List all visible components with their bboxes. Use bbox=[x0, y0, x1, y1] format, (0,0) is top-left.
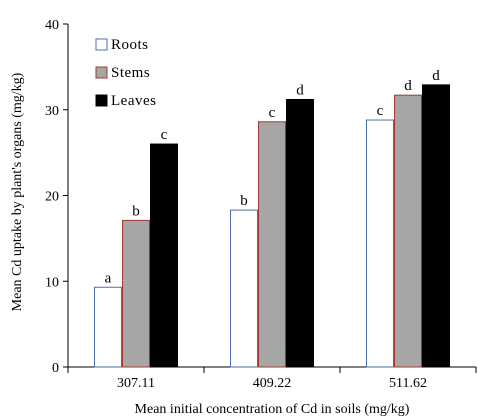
bar-leaves-1 bbox=[286, 98, 314, 368]
bar-significance-label: d bbox=[296, 82, 304, 98]
bar-stems-1 bbox=[258, 121, 286, 368]
x-tick-label: 409.22 bbox=[253, 376, 292, 391]
bar-significance-label: d bbox=[404, 78, 412, 94]
y-tick-label: 20 bbox=[45, 190, 59, 205]
x-axis-title: Mean initial concentration of Cd in soil… bbox=[135, 402, 410, 417]
y-tick-label: 0 bbox=[52, 361, 59, 376]
bar-stems-2 bbox=[394, 94, 422, 368]
bar-significance-label: c bbox=[161, 127, 168, 143]
legend-label-leaves: Leaves bbox=[111, 93, 156, 109]
bar-roots-0 bbox=[94, 286, 122, 368]
legend-label-roots: Roots bbox=[111, 37, 149, 53]
bar-significance-label: b bbox=[132, 203, 140, 219]
bar-significance-label: a bbox=[105, 270, 112, 286]
y-axis-title: Mean Cd uptake by plant's organs (mg/kg) bbox=[10, 72, 25, 311]
bar-stems-0 bbox=[122, 219, 150, 368]
bar-significance-label: c bbox=[377, 103, 384, 119]
chart-axes: 0 10 20 30 40 307.11 409.22 511.62 bbox=[45, 18, 477, 391]
legend-swatch-leaves bbox=[95, 94, 108, 107]
x-tick-label: 511.62 bbox=[389, 376, 427, 391]
bar-significance-label: b bbox=[240, 193, 248, 209]
legend-swatch-roots bbox=[95, 38, 108, 51]
x-tick-label: 307.11 bbox=[117, 376, 155, 391]
bar-roots-1 bbox=[230, 209, 258, 368]
bar-leaves-2 bbox=[422, 84, 450, 368]
legend-label-stems: Stems bbox=[111, 65, 150, 81]
bar-significance-label: d bbox=[432, 68, 440, 84]
bar-significance-label: c bbox=[269, 105, 276, 121]
chart-bars: a b c b c d c d d bbox=[94, 68, 450, 368]
bar-roots-2 bbox=[366, 119, 394, 368]
y-tick-label: 40 bbox=[45, 18, 59, 33]
y-tick-label: 30 bbox=[45, 104, 59, 119]
y-tick-label: 10 bbox=[45, 275, 59, 290]
legend-swatch-stems bbox=[95, 66, 108, 79]
chart-legend: Roots Stems Leaves bbox=[95, 37, 156, 109]
bar-leaves-0 bbox=[150, 143, 178, 368]
